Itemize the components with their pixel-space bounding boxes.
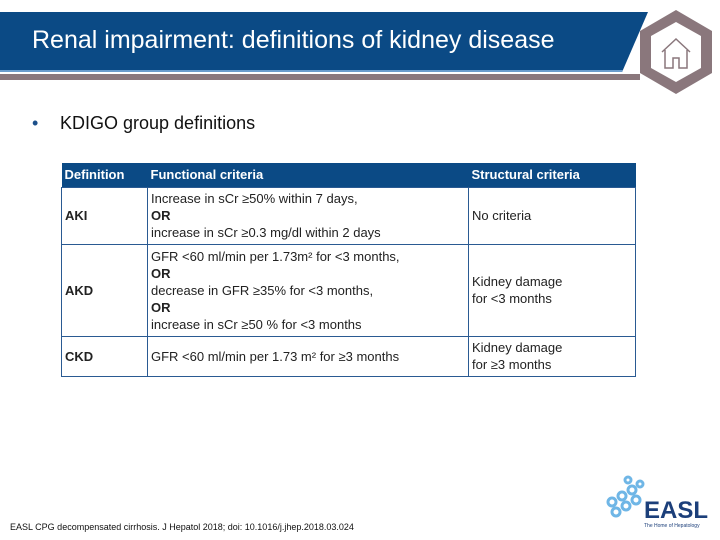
definitions-table: Definition Functional criteria Structura… [61,163,636,377]
functional-cell: GFR <60 ml/min per 1.73 m² for ≥3 months [147,335,469,377]
table-header-row: Definition Functional criteria Structura… [61,163,636,187]
column-header: Functional criteria [147,163,469,187]
bullet-item: • KDIGO group definitions [32,113,256,133]
title-band [0,12,648,72]
functional-cell: Increase in sCr ≥50% within 7 days, OR inc… [147,186,469,245]
home-icon[interactable] [638,8,714,96]
column-header: Structural criteria [468,163,636,187]
svg-text:EASL: EASL [644,497,708,524]
bullet-text: KDIGO group definitions [60,113,256,133]
svg-text:The Home of Hepatology: The Home of Hepatology [644,523,700,529]
divider [0,74,640,80]
column-header: Definition [61,163,148,187]
definition-cell: AKI [61,186,148,245]
citation: EASL CPG decompensated cirrhosis. J Hepa… [10,522,354,532]
definition-cell: CKD [61,335,148,377]
structural-cell: Kidney damage for <3 months [468,243,636,337]
table-row: AKD GFR <60 ml/min per 1.73m² for <3 mon… [61,243,636,337]
definition-cell: AKD [61,243,148,337]
functional-cell: GFR <60 ml/min per 1.73m² for <3 months,… [147,243,469,337]
page-title: Renal impairment: definitions of kidney … [32,26,555,54]
table-row: AKI Increase in sCr ≥50% within 7 days, O… [61,186,636,245]
easl-logo: EASL The Home of Hepatology [606,475,708,529]
structural-cell: No criteria [468,186,636,245]
structural-cell: Kidney damage for ≥3 months [468,335,636,377]
table-row: CKD GFR <60 ml/min per 1.73 m² for ≥3 mo… [61,335,636,377]
